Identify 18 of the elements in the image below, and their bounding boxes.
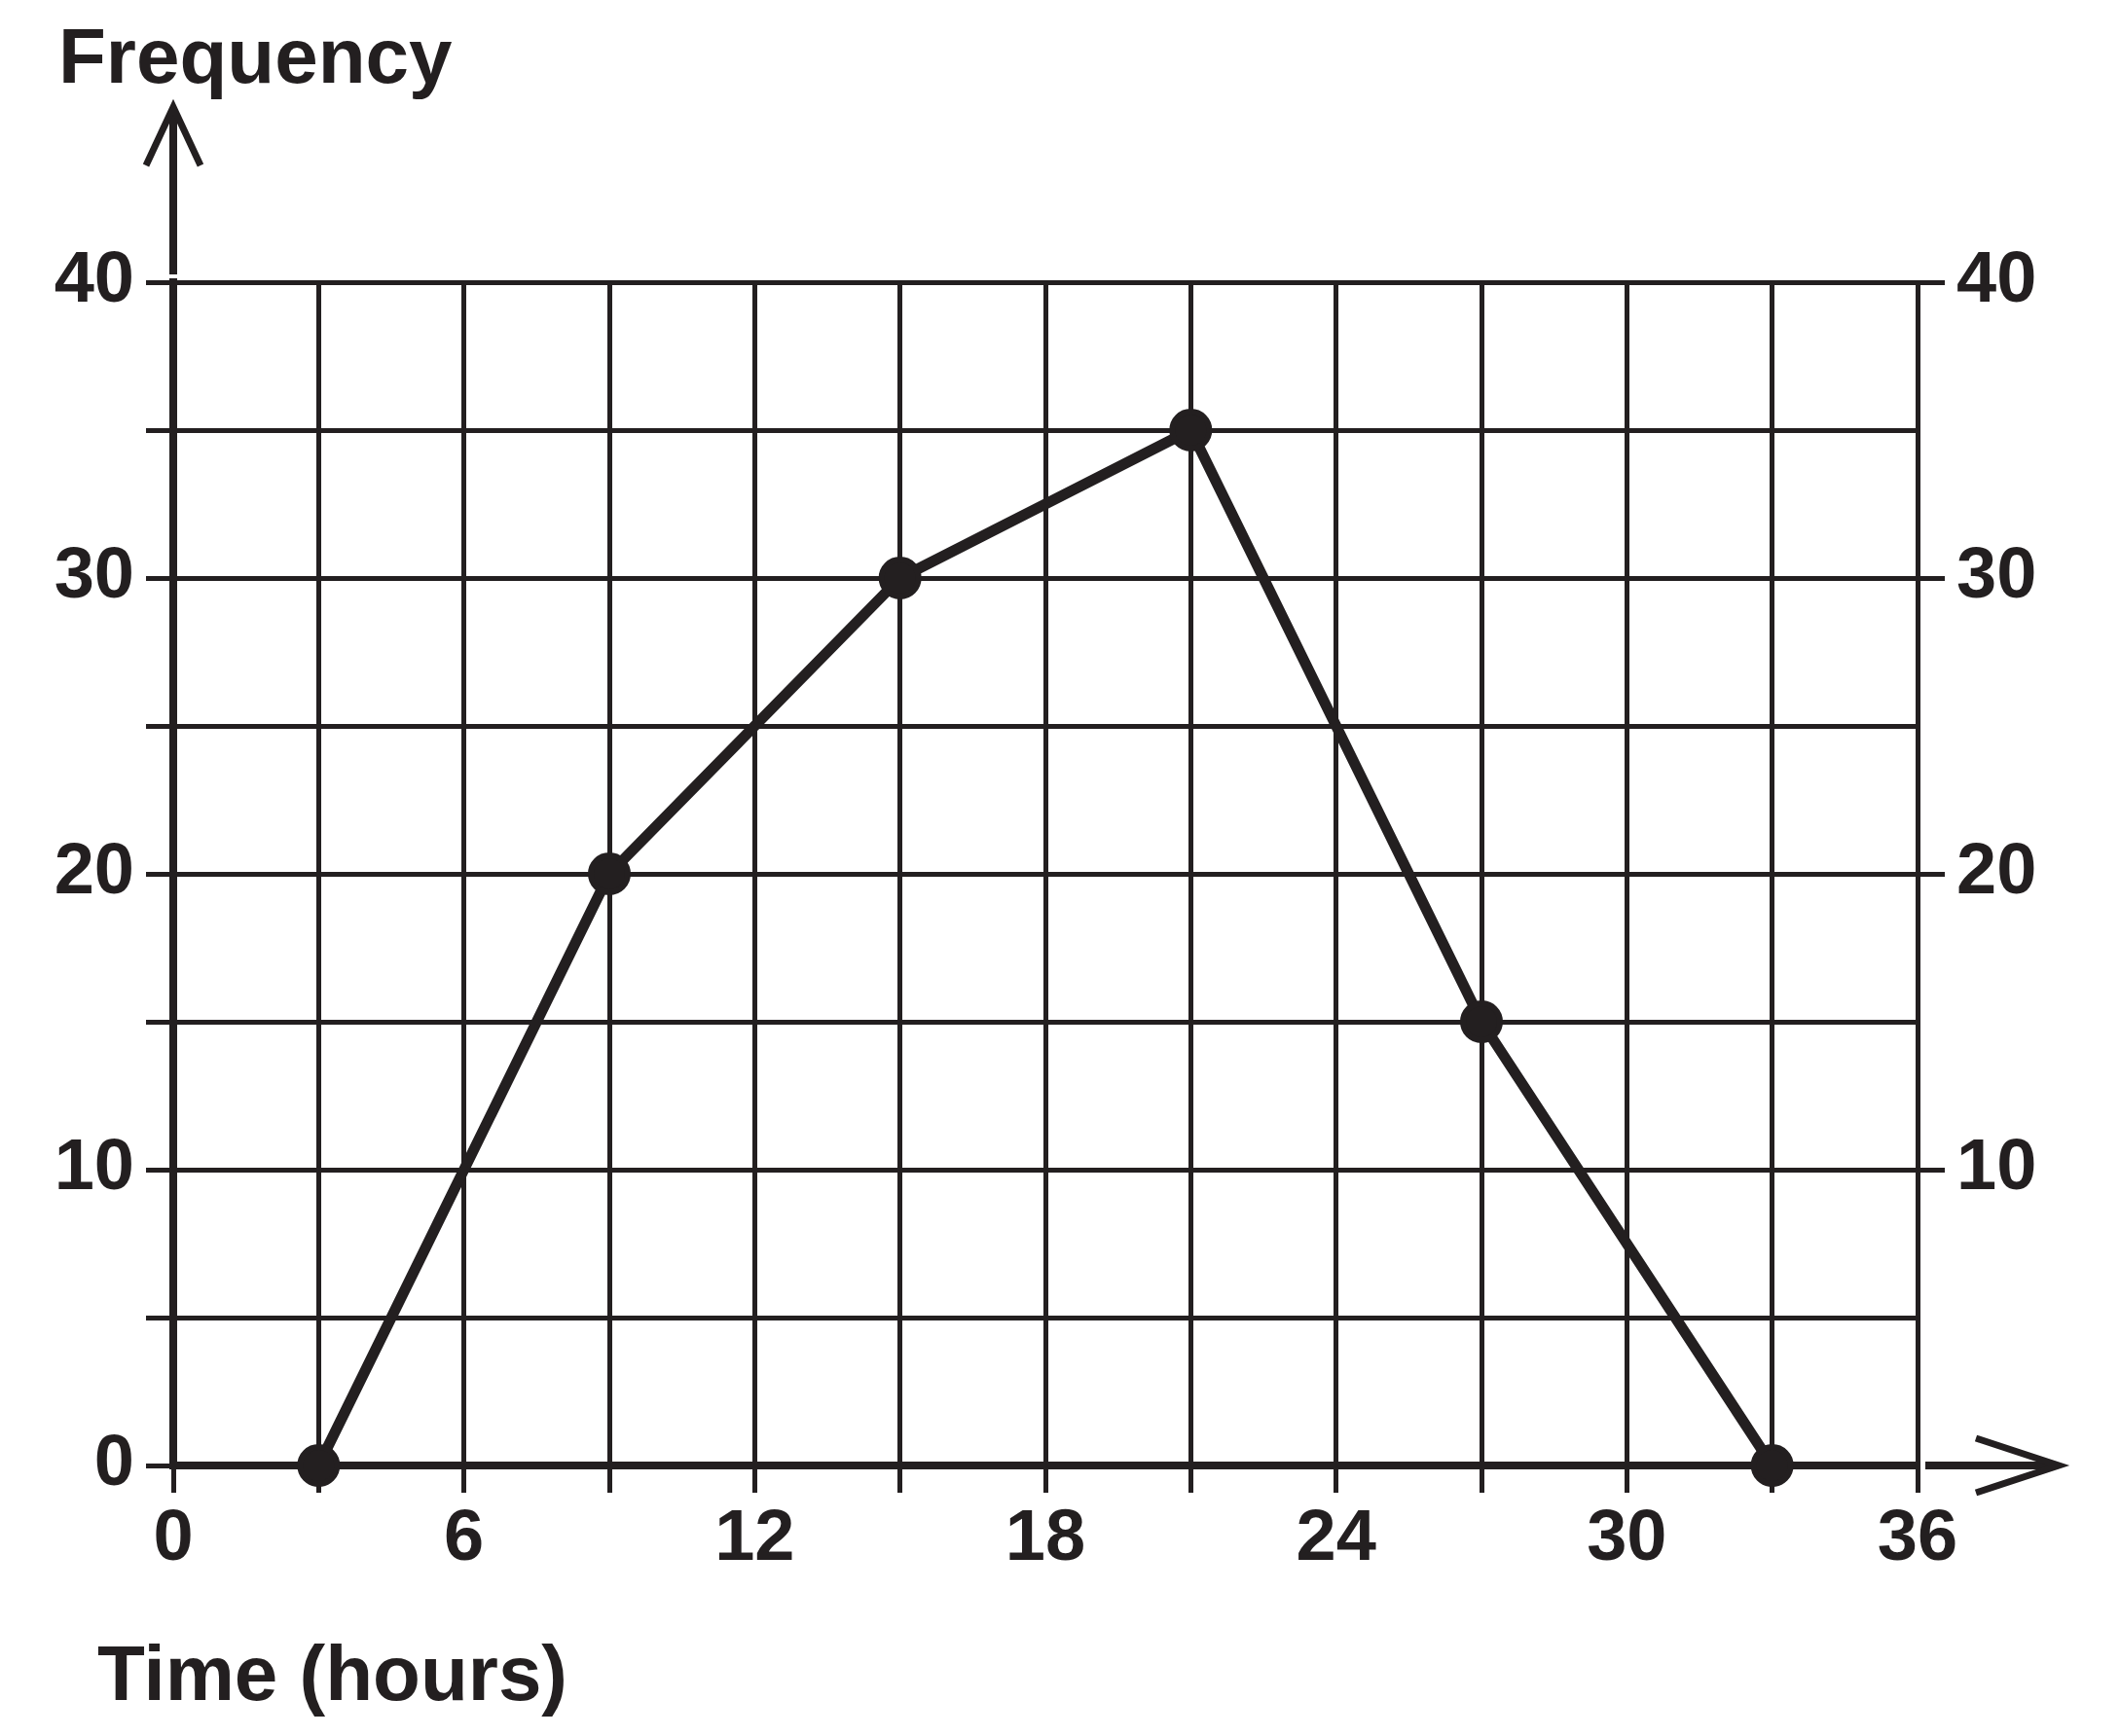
x-axis-title: Time (hours) <box>97 1630 568 1717</box>
x-tick-label: 30 <box>1587 1495 1667 1576</box>
x-tick-label: 6 <box>444 1495 485 1576</box>
x-tick-label: 18 <box>1005 1495 1086 1576</box>
y2-tick-label: 30 <box>1956 532 2037 614</box>
x-tick-label: 12 <box>714 1495 795 1576</box>
x-tick-label: 36 <box>1877 1495 1958 1576</box>
y-tick-label: 40 <box>54 236 134 318</box>
y2-tick-label: 10 <box>1956 1124 2037 1206</box>
y2-tick-label: 40 <box>1956 236 2037 318</box>
y-tick-label: 0 <box>93 1420 134 1501</box>
x-tick-label: 0 <box>153 1495 194 1576</box>
y-tick-label: 20 <box>54 828 134 910</box>
y-tick-label: 10 <box>54 1124 134 1206</box>
x-tick-label: 24 <box>1296 1495 1376 1576</box>
y-axis-title: Frequency <box>58 13 453 99</box>
y2-tick-label: 20 <box>1956 828 2037 910</box>
y-tick-label: 30 <box>54 532 134 614</box>
